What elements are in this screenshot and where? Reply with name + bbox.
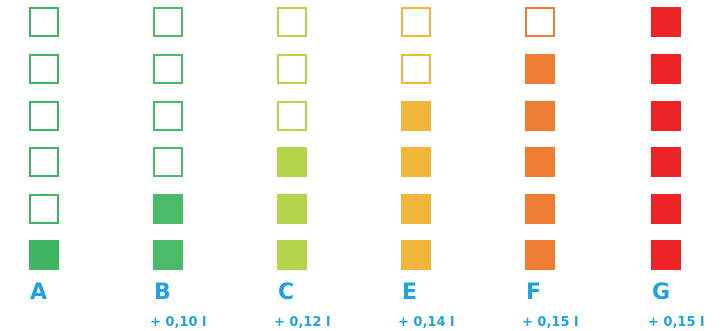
filled-square (401, 147, 431, 177)
extra-consumption: + 0,10 l (150, 315, 207, 330)
empty-square (153, 147, 183, 177)
filled-square (277, 194, 307, 224)
filled-square (651, 240, 681, 270)
empty-square (29, 194, 59, 224)
filled-square (525, 54, 555, 84)
empty-square (277, 54, 307, 84)
empty-square (153, 54, 183, 84)
filled-square (651, 7, 681, 37)
filled-square (277, 147, 307, 177)
filled-square (651, 147, 681, 177)
column-c: C + 0,12 l (274, 0, 417, 331)
class-letter: F (526, 280, 542, 305)
empty-square (153, 7, 183, 37)
filled-square (651, 194, 681, 224)
filled-square (525, 240, 555, 270)
filled-square (525, 147, 555, 177)
column-b: B + 0,10 l (150, 0, 293, 331)
column-e: E + 0,14 l (398, 0, 541, 331)
filled-square (29, 240, 59, 270)
extra-consumption: + 0,14 l (398, 315, 455, 330)
empty-square (277, 101, 307, 131)
column-f: F + 0,15 l (522, 0, 665, 331)
filled-square (651, 54, 681, 84)
filled-square (525, 101, 555, 131)
filled-square (525, 194, 555, 224)
class-letter: E (402, 280, 418, 305)
extra-consumption: + 0,12 l (274, 315, 331, 330)
filled-square (401, 101, 431, 131)
column-a: A (29, 0, 169, 331)
filled-square (153, 194, 183, 224)
filled-square (153, 240, 183, 270)
class-letter: A (30, 280, 48, 305)
empty-square (277, 7, 307, 37)
filled-square (277, 240, 307, 270)
class-letter: B (154, 280, 171, 305)
extra-consumption: + 0,15 l (648, 315, 705, 330)
filled-square (401, 240, 431, 270)
class-letter: C (278, 280, 295, 305)
class-letter: G (652, 280, 671, 305)
filled-square (651, 101, 681, 131)
empty-square (153, 101, 183, 131)
extra-consumption: + 0,15 l (522, 315, 579, 330)
empty-square (29, 54, 59, 84)
empty-square (29, 147, 59, 177)
column-g: G + 0,15 l (648, 0, 722, 331)
empty-square (401, 7, 431, 37)
filled-square (401, 194, 431, 224)
empty-square (401, 54, 431, 84)
empty-square (525, 7, 555, 37)
empty-square (29, 101, 59, 131)
empty-square (29, 7, 59, 37)
